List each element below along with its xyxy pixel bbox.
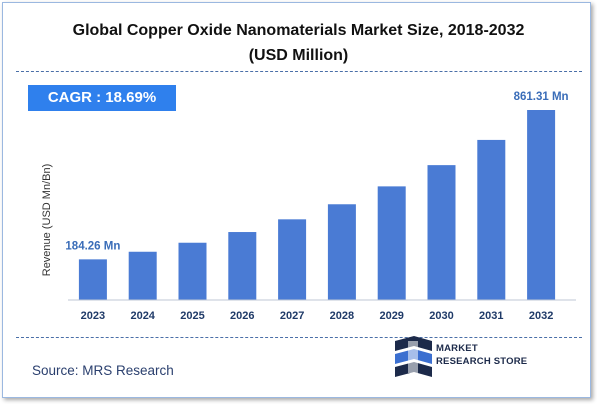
- x-tick-2032: 2032: [529, 310, 553, 322]
- bar-2027: [278, 219, 307, 300]
- x-tick-2024: 2024: [130, 310, 155, 322]
- market-research-store-logo: MARKET RESEARCH STORE: [392, 335, 542, 379]
- logo-line-1: MARKET: [436, 343, 478, 354]
- bar-2023: [78, 259, 107, 300]
- y-axis-label: Revenue (USD Mn/Bn): [41, 164, 53, 277]
- x-tick-2027: 2027: [280, 310, 304, 322]
- x-tick-2030: 2030: [429, 310, 453, 322]
- bars-layer: [78, 110, 556, 300]
- bar-2031: [477, 139, 506, 300]
- title-line-2: (USD Million): [248, 47, 349, 64]
- x-tick-2031: 2031: [479, 310, 503, 322]
- bar-2025: [178, 242, 207, 300]
- x-tick-2025: 2025: [180, 310, 204, 322]
- title-line-1: Global Copper Oxide Nanomaterials Market…: [72, 22, 525, 39]
- x-tick-2029: 2029: [379, 310, 403, 322]
- cagr-badge: CAGR : 18.69%: [28, 85, 176, 111]
- bar-2028: [327, 204, 356, 300]
- bar-2030: [427, 165, 456, 300]
- logo-text: MARKET RESEARCH STORE: [436, 342, 527, 368]
- bottom-divider: [16, 337, 582, 338]
- x-tick-2026: 2026: [230, 310, 254, 322]
- bar-2024: [128, 251, 157, 300]
- top-divider: [16, 71, 582, 72]
- bar-2026: [228, 232, 257, 300]
- x-tick-2028: 2028: [330, 310, 354, 322]
- x-tick-2023: 2023: [81, 310, 105, 322]
- data-label-2023: 184.26 Mn: [65, 240, 120, 252]
- logo-line-2: RESEARCH STORE: [436, 356, 528, 367]
- data-label-2032: 861.31 Mn: [514, 91, 569, 103]
- labels-layer: Revenue (USD Mn/Bn) 2023 2024 2025 2026 2027 2…: [41, 91, 569, 322]
- logo-icon: [395, 336, 432, 377]
- bar-2029: [377, 186, 406, 300]
- chart-title: Global Copper Oxide Nanomaterials Market…: [0, 18, 597, 68]
- source-note: Source: MRS Research: [32, 363, 174, 378]
- bar-2032: [527, 110, 556, 300]
